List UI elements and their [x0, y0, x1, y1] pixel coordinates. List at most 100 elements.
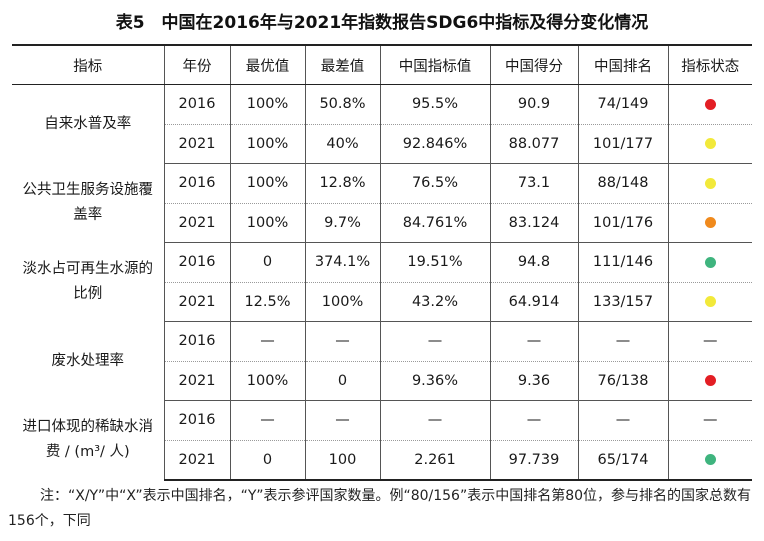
best-value-cell: 100%: [229, 203, 305, 243]
status-indicator-dot: [704, 177, 716, 189]
china-rank-cell: —: [577, 321, 668, 362]
status-cell: [667, 282, 752, 322]
table-row: 淡水占可再生水源的比例 2016 0 374.1% 19.51% 94.8 111/146: [12, 242, 752, 302]
year-cell: 2016: [163, 242, 230, 283]
year-cell: 2021: [163, 124, 230, 164]
best-value-cell: —: [229, 321, 305, 362]
china-rank-cell: 101/177: [577, 124, 668, 164]
year-cell: 2016: [163, 321, 230, 362]
china-rank-cell: 76/138: [577, 361, 668, 401]
metric-name-cell: 淡水占可再生水源的比例: [22, 261, 154, 302]
year-cell: 2016: [163, 400, 230, 441]
table-row: 废水处理率 2016— — — — — —: [12, 321, 752, 369]
china-value-cell: 92.846%: [379, 124, 490, 164]
best-value-cell: 100%: [229, 163, 305, 204]
header-cell: 最差值: [304, 44, 380, 85]
china-rank-cell: 74/149: [577, 84, 668, 125]
status-cell: [667, 361, 752, 401]
china-value-cell: —: [379, 321, 490, 362]
status-indicator-dot: [704, 256, 716, 268]
worst-value-cell: 12.8%: [304, 163, 380, 204]
header-cell: 中国排名: [577, 44, 668, 85]
worst-value-cell: —: [304, 321, 380, 362]
status-cell: [667, 440, 752, 481]
china-value-cell: 2.261: [379, 440, 490, 481]
table-row: 2021 100% 40% 92.846% 88.077 101/177: [12, 124, 752, 164]
status-cell: [667, 84, 752, 125]
header-cell: 中国指标值: [379, 44, 490, 85]
status-cell: [667, 203, 752, 243]
worst-value-cell: 0: [304, 361, 380, 401]
best-value-cell: 100%: [229, 84, 305, 125]
header-cell: 指标状态: [667, 44, 752, 85]
best-value-cell: 100%: [229, 124, 305, 164]
table-row: 进口体现的稀缺水消费 / (m³/ 人) 2016— — — — — —: [12, 400, 752, 460]
worst-value-cell: 374.1%: [304, 242, 380, 283]
china-value-cell: 76.5%: [379, 163, 490, 204]
year-cell: 2016: [163, 84, 230, 125]
header-cell: 指标: [12, 44, 164, 85]
status-cell: [667, 242, 752, 283]
status-cell: —: [667, 400, 752, 441]
best-value-cell: 0: [229, 242, 305, 283]
year-cell: 2021: [163, 361, 230, 401]
metric-name-cell: 废水处理率: [51, 352, 125, 369]
table-title: 表5 中国在2016年与2021年指数报告SDG6中指标及得分变化情况: [115, 13, 649, 33]
china-rank-cell: 65/174: [577, 440, 668, 481]
header-cell: 年份: [163, 44, 230, 85]
china-score-cell: 9.36: [489, 361, 578, 401]
status-cell: —: [667, 321, 752, 362]
worst-value-cell: 9.7%: [304, 203, 380, 243]
table-row: 2021 12.5% 100% 43.2% 64.914 133/157: [12, 282, 752, 322]
year-cell: 2021: [163, 440, 230, 481]
china-value-cell: 84.761%: [379, 203, 490, 243]
status-indicator-dot: [704, 454, 716, 466]
china-value-cell: 43.2%: [379, 282, 490, 322]
table-row: 2021 100% 0 9.36% 9.36 76/138: [12, 361, 752, 401]
status-indicator-dot: [704, 217, 716, 229]
worst-value-cell: 100: [304, 440, 380, 481]
china-rank-cell: 133/157: [577, 282, 668, 322]
year-cell: 2016: [163, 163, 230, 204]
china-score-cell: 97.739: [489, 440, 578, 481]
table-body: 自来水普及率 2016 100% 50.8% 95.5% 90.9 74/149 2021 10…: [12, 84, 752, 481]
status-indicator-dot: [704, 98, 716, 110]
china-score-cell: 90.9: [489, 84, 578, 125]
china-rank-cell: 101/176: [577, 203, 668, 243]
best-value-cell: —: [229, 400, 305, 441]
china-value-cell: —: [379, 400, 490, 441]
table-row: 2021 100% 9.7% 84.761% 83.124 101/176: [12, 203, 752, 243]
header-cell: 最优值: [229, 44, 305, 85]
sdg6-table: 指标 年份 最优值 最差值 中国指标值 中国得分 中国排名 指标状态 自来水普及…: [12, 44, 752, 481]
china-score-cell: 64.914: [489, 282, 578, 322]
china-score-cell: 94.8: [489, 242, 578, 283]
china-score-cell: 73.1: [489, 163, 578, 204]
china-rank-cell: 111/146: [577, 242, 668, 283]
year-cell: 2021: [163, 282, 230, 322]
worst-value-cell: —: [304, 400, 380, 441]
best-value-cell: 12.5%: [229, 282, 305, 322]
status-indicator-dot: [704, 138, 716, 150]
metric-name-cell: 自来水普及率: [44, 115, 132, 132]
table-row: 公共卫生服务设施覆盖率 2016 100% 12.8% 76.5% 73.1 88/148: [12, 163, 752, 223]
best-value-cell: 0: [229, 440, 305, 481]
china-value-cell: 19.51%: [379, 242, 490, 283]
worst-value-cell: 40%: [304, 124, 380, 164]
status-indicator-dot: [704, 296, 716, 308]
worst-value-cell: 50.8%: [304, 84, 380, 125]
header-row: 指标 年份 最优值 最差值 中国指标值 中国得分 中国排名 指标状态: [12, 44, 752, 85]
table-note: 注：“X/Y”中“X”表示中国排名，“Y”表示参评国家数量。例“80/156”表…: [8, 488, 752, 529]
worst-value-cell: 100%: [304, 282, 380, 322]
best-value-cell: 100%: [229, 361, 305, 401]
status-indicator-dot: [704, 375, 716, 387]
china-score-cell: 83.124: [489, 203, 578, 243]
metric-name-cell: 公共卫生服务设施覆盖率: [22, 182, 154, 223]
year-cell: 2021: [163, 203, 230, 243]
china-score-cell: —: [489, 321, 578, 362]
table-row: 2021 0 100 2.261 97.739 65/174: [12, 440, 752, 481]
china-score-cell: —: [489, 400, 578, 441]
status-cell: [667, 163, 752, 204]
china-value-cell: 95.5%: [379, 84, 490, 125]
china-value-cell: 9.36%: [379, 361, 490, 401]
china-rank-cell: 88/148: [577, 163, 668, 204]
